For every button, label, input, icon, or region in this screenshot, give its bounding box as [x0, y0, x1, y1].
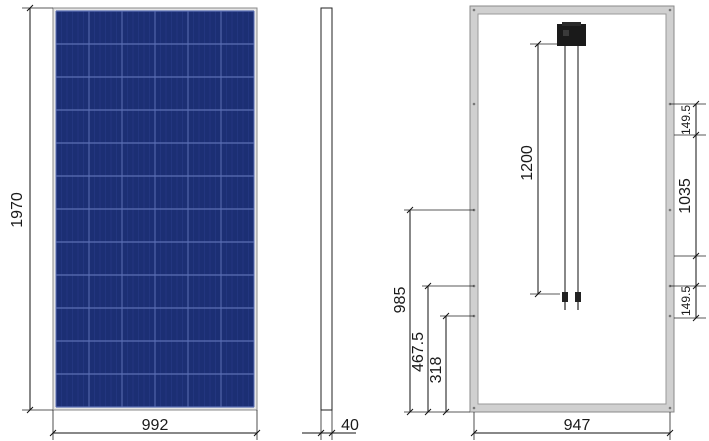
back-width-dimension: 947 [470, 412, 674, 440]
back-width-label: 947 [564, 417, 591, 434]
right-hole-dimensions: 149.5 1035 149.5 [670, 100, 706, 322]
cell-grid [55, 10, 255, 408]
connector-right [575, 292, 581, 302]
cable-length-label: 1200 [519, 145, 536, 181]
top-offset-label: 149.5 [679, 105, 693, 135]
front-width-label: 992 [142, 417, 169, 434]
side-panel-profile [320, 7, 333, 411]
mount-height-318-label: 318 [428, 357, 445, 384]
connector-left [562, 292, 568, 302]
mount-height-467-label: 467.5 [410, 332, 427, 372]
mount-height-dimensions: 985 467.5 318 [392, 206, 474, 416]
side-thickness-label: 40 [341, 417, 359, 434]
front-height-dimension: 1970 [9, 4, 53, 414]
side-thickness-dimension: 40 [302, 410, 359, 440]
front-view: 1970 992 [9, 4, 261, 440]
back-view: 1200 149.5 1035 149.5 [392, 5, 706, 440]
front-height-label: 1970 [9, 192, 26, 228]
side-view: 40 [302, 7, 359, 440]
back-frame-inner [477, 13, 667, 405]
front-width-dimension: 992 [49, 410, 261, 440]
junction-box [557, 22, 586, 46]
mount-height-985-label: 985 [392, 287, 409, 314]
cable-length-dimension: 1200 [519, 40, 560, 298]
hole-spacing-label: 1035 [677, 178, 694, 214]
output-cables [562, 46, 581, 310]
bottom-offset-label: 149.5 [679, 286, 693, 316]
